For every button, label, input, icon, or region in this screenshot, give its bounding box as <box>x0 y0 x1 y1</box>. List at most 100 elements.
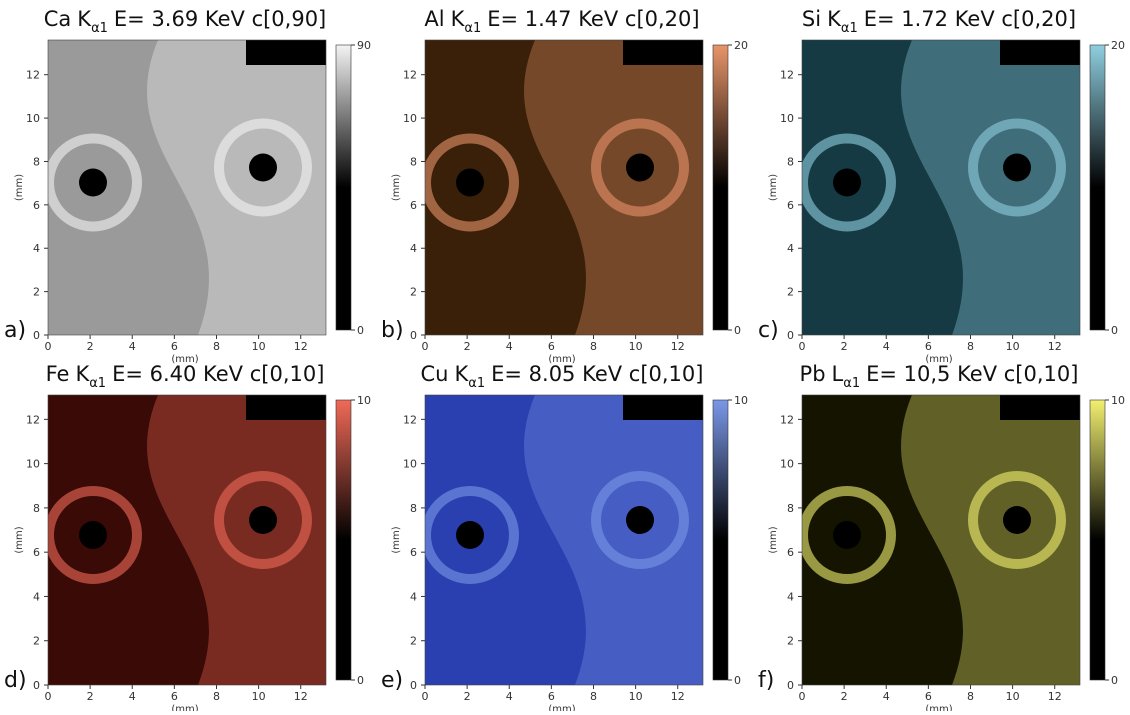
y-tick-label: 10 <box>26 112 40 125</box>
line: L <box>832 362 844 386</box>
x-tick-label: 2 <box>841 690 848 703</box>
colorbar <box>712 44 729 331</box>
colorbar <box>1089 44 1106 331</box>
line: K <box>451 7 466 31</box>
y-tick-label: 0 <box>787 329 794 342</box>
x-tick-label: 8 <box>590 690 597 703</box>
title-rest: E= 10,5 KeV c[0,10] <box>866 362 1078 386</box>
panel-title: Cu Kα1 E= 8.05 KeV c[0,10] <box>421 362 704 391</box>
map-band <box>524 395 703 685</box>
x-tick-label: 2 <box>464 690 471 703</box>
x-tick-label: 0 <box>799 690 806 703</box>
y-tick-label: 2 <box>787 635 794 648</box>
colorbar-tick-label: 0 <box>1111 674 1118 687</box>
y-tick-label: 2 <box>33 635 40 648</box>
panel-letter: f) <box>758 668 774 693</box>
x-tick-label: 8 <box>967 340 974 353</box>
x-tick-label: 8 <box>213 690 220 703</box>
y-tick-label: 8 <box>410 502 417 515</box>
x-tick-label: 12 <box>671 340 685 353</box>
y-tick-label: 8 <box>410 155 417 168</box>
panel-letter: a) <box>4 318 26 343</box>
x-tick-label: 12 <box>1048 340 1062 353</box>
x-axis-label: (mm) <box>925 704 952 711</box>
x-tick-label: 8 <box>967 690 974 703</box>
map-band <box>901 40 1080 335</box>
mount-ring <box>214 118 312 217</box>
x-tick-label: 0 <box>422 340 429 353</box>
x-tick-label: 6 <box>548 340 555 353</box>
subscript: α1 <box>841 21 858 36</box>
map-band <box>524 40 703 335</box>
line: K <box>455 362 470 386</box>
y-tick-label: 4 <box>33 590 40 603</box>
x-tick-label: 4 <box>883 340 890 353</box>
y-tick-label: 4 <box>787 242 794 255</box>
y-tick-label: 0 <box>33 679 40 692</box>
x-tick-label: 0 <box>45 690 52 703</box>
panel-letter: e) <box>381 668 403 693</box>
x-tick-label: 6 <box>548 690 555 703</box>
colorbar-tick-label: 0 <box>1111 324 1118 337</box>
x-axis-label: (mm) <box>925 354 952 365</box>
mount-hole <box>79 521 107 549</box>
mount-hole <box>626 153 654 182</box>
map-corner <box>246 40 326 65</box>
title-rest: E= 8.05 KeV c[0,10] <box>491 362 703 386</box>
y-tick-label: 10 <box>780 112 794 125</box>
map-corner <box>623 395 703 420</box>
map-corner <box>1000 395 1080 420</box>
panel-letter: c) <box>758 318 779 343</box>
x-tick-label: 6 <box>925 690 932 703</box>
y-tick-label: 2 <box>787 286 794 299</box>
y-axis-label: (mm) <box>14 174 25 201</box>
mount-ring <box>48 486 142 584</box>
x-tick-label: 10 <box>629 690 643 703</box>
y-tick-label: 0 <box>410 329 417 342</box>
x-axis-label: (mm) <box>171 704 198 711</box>
colorbar-tick-label: 20 <box>734 39 748 52</box>
x-tick-label: 6 <box>171 340 178 353</box>
y-tick-label: 0 <box>33 329 40 342</box>
panel-letter: d) <box>4 668 27 693</box>
panel-title: Pb Lα1 E= 10,5 KeV c[0,10] <box>800 362 1079 391</box>
y-tick-label: 2 <box>33 286 40 299</box>
mount-hole <box>626 506 654 534</box>
panel: Si Kα1 E= 1.72 KeV c[0,20] 0 2 4 6 8 10 12 0 2 4 6 8 10… <box>758 7 1125 365</box>
y-tick-label: 6 <box>410 546 417 559</box>
y-tick-label: 12 <box>26 413 40 426</box>
line: K <box>827 7 842 31</box>
x-tick-label: 6 <box>925 340 932 353</box>
map-image <box>425 40 703 335</box>
x-axis-label: (mm) <box>171 354 198 365</box>
y-tick-label: 6 <box>33 546 40 559</box>
y-axis-label: (mm) <box>768 526 779 553</box>
mount-hole <box>833 521 861 549</box>
y-tick-label: 10 <box>403 458 417 471</box>
mount-ring <box>968 118 1066 217</box>
colorbar-tick-label: 0 <box>357 324 364 337</box>
y-tick-label: 6 <box>787 546 794 559</box>
mount-ring <box>425 486 519 584</box>
colorbar-tick-label: 0 <box>734 674 741 687</box>
y-tick-label: 8 <box>787 502 794 515</box>
y-tick-label: 12 <box>780 413 794 426</box>
line: K <box>75 362 90 386</box>
mount-ring <box>968 471 1066 569</box>
x-tick-label: 0 <box>45 340 52 353</box>
y-tick-label: 4 <box>33 242 40 255</box>
map-frame <box>801 39 1081 336</box>
y-axis-label: (mm) <box>768 174 779 201</box>
y-tick-label: 12 <box>403 413 417 426</box>
map-corner <box>1000 40 1080 65</box>
x-tick-label: 4 <box>506 340 513 353</box>
colorbar-tick-label: 90 <box>357 39 371 52</box>
y-tick-label: 2 <box>410 286 417 299</box>
colorbar-tick-label: 0 <box>734 324 741 337</box>
x-tick-label: 2 <box>87 690 94 703</box>
colorbar-tick-label: 10 <box>734 394 748 407</box>
y-tick-label: 8 <box>33 155 40 168</box>
subscript: α1 <box>843 376 860 391</box>
map-frame <box>47 394 327 686</box>
